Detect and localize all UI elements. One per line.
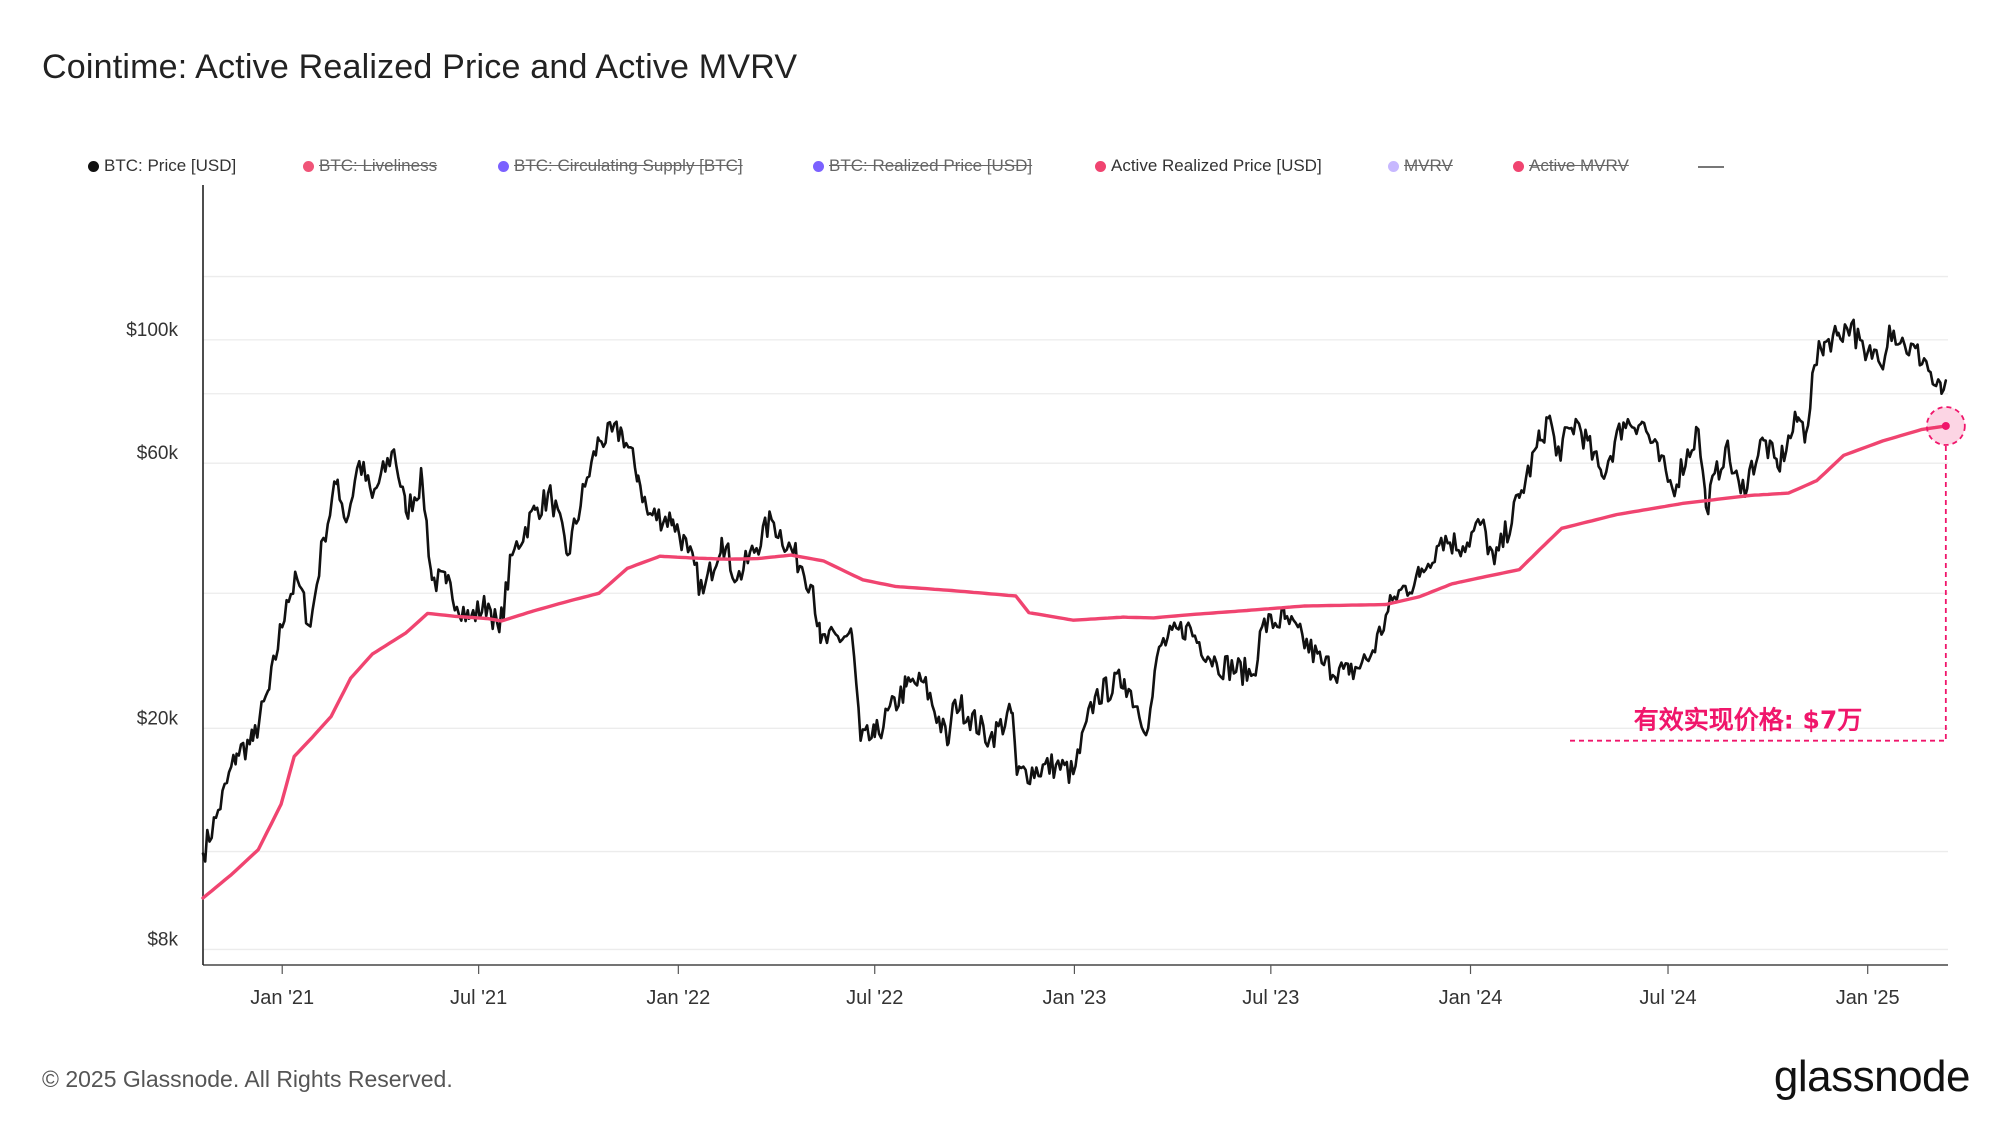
legend-label: MVRV — [1404, 156, 1453, 175]
legend-item-mvrv[interactable]: MVRV — [1388, 156, 1453, 176]
legend-dot-icon — [498, 161, 509, 172]
legend-item-btc-liveliness[interactable]: BTC: Liveliness — [303, 156, 437, 176]
legend: BTC: Price [USD] BTC: Liveliness BTC: Circ… — [88, 156, 1748, 180]
legend-dot-icon — [813, 161, 824, 172]
y-tick-label: $8k — [147, 929, 178, 950]
legend-item-btc-circulating-supply-btc[interactable]: BTC: Circulating Supply [BTC] — [498, 156, 743, 176]
legend-label: Active Realized Price [USD] — [1111, 156, 1322, 175]
legend-dot-icon — [1388, 161, 1399, 172]
chart-svg: $8k $20k $60k $100k Jan '21 Jul '21 Jan '22 Jul… — [126, 185, 1966, 1009]
x-tick-label: Jan '25 — [1836, 987, 1900, 1009]
series-layer — [201, 318, 1948, 900]
legend-item-active-realized-price-usd[interactable]: Active Realized Price [USD] — [1095, 156, 1322, 176]
legend-dot-icon — [1095, 161, 1106, 172]
legend-item-btc-price-usd[interactable]: BTC: Price [USD] — [88, 156, 236, 176]
x-tick-label: Jul '24 — [1639, 987, 1696, 1009]
y-tick-label: $20k — [137, 708, 179, 729]
series-line-active-realized-price — [201, 424, 1948, 900]
x-tick-label: Jan '22 — [646, 987, 710, 1009]
x-tick-label: Jul '23 — [1242, 987, 1299, 1009]
series-line-btc-price — [201, 318, 1948, 863]
legend-more-icon[interactable] — [1698, 166, 1724, 168]
x-tick-label: Jan '21 — [250, 987, 314, 1009]
x-tick-label: Jul '21 — [450, 987, 507, 1009]
chart-title: Cointime: Active Realized Price and Acti… — [42, 48, 798, 86]
copyright-text: © 2025 Glassnode. All Rights Reserved. — [42, 1066, 453, 1092]
legend-dot-icon — [1513, 161, 1524, 172]
x-tick-label: Jan '24 — [1439, 987, 1503, 1009]
legend-dot-icon — [303, 161, 314, 172]
y-tick-label: $60k — [137, 443, 179, 464]
x-tick-label: Jan '23 — [1042, 987, 1106, 1009]
annotation-layer: 有效实现价格: $7万 — [1570, 406, 1966, 742]
legend-item-active-mvrv[interactable]: Active MVRV — [1513, 156, 1629, 176]
glassnode-logo: glassnode — [1773, 1052, 1971, 1101]
legend-label: BTC: Liveliness — [319, 156, 438, 175]
legend-item-btc-realized-price-usd[interactable]: BTC: Realized Price [USD] — [813, 156, 1032, 176]
legend-label: BTC: Price [USD] — [104, 156, 237, 175]
axis-layer: $8k $20k $60k $100k Jan '21 Jul '21 Jan '22 Jul… — [126, 185, 1948, 1009]
highlight-point — [1941, 421, 1950, 430]
y-tick-label: $100k — [126, 320, 178, 341]
annotation-label: 有效实现价格: $7万 — [1634, 706, 1863, 735]
grid-layer — [203, 275, 1948, 951]
legend-label: BTC: Realized Price [USD] — [829, 156, 1033, 175]
legend-label: Active MVRV — [1529, 156, 1629, 175]
x-tick-label: Jul '22 — [846, 987, 903, 1009]
legend-dot-icon — [88, 161, 99, 172]
legend-label: BTC: Circulating Supply [BTC] — [514, 156, 743, 175]
